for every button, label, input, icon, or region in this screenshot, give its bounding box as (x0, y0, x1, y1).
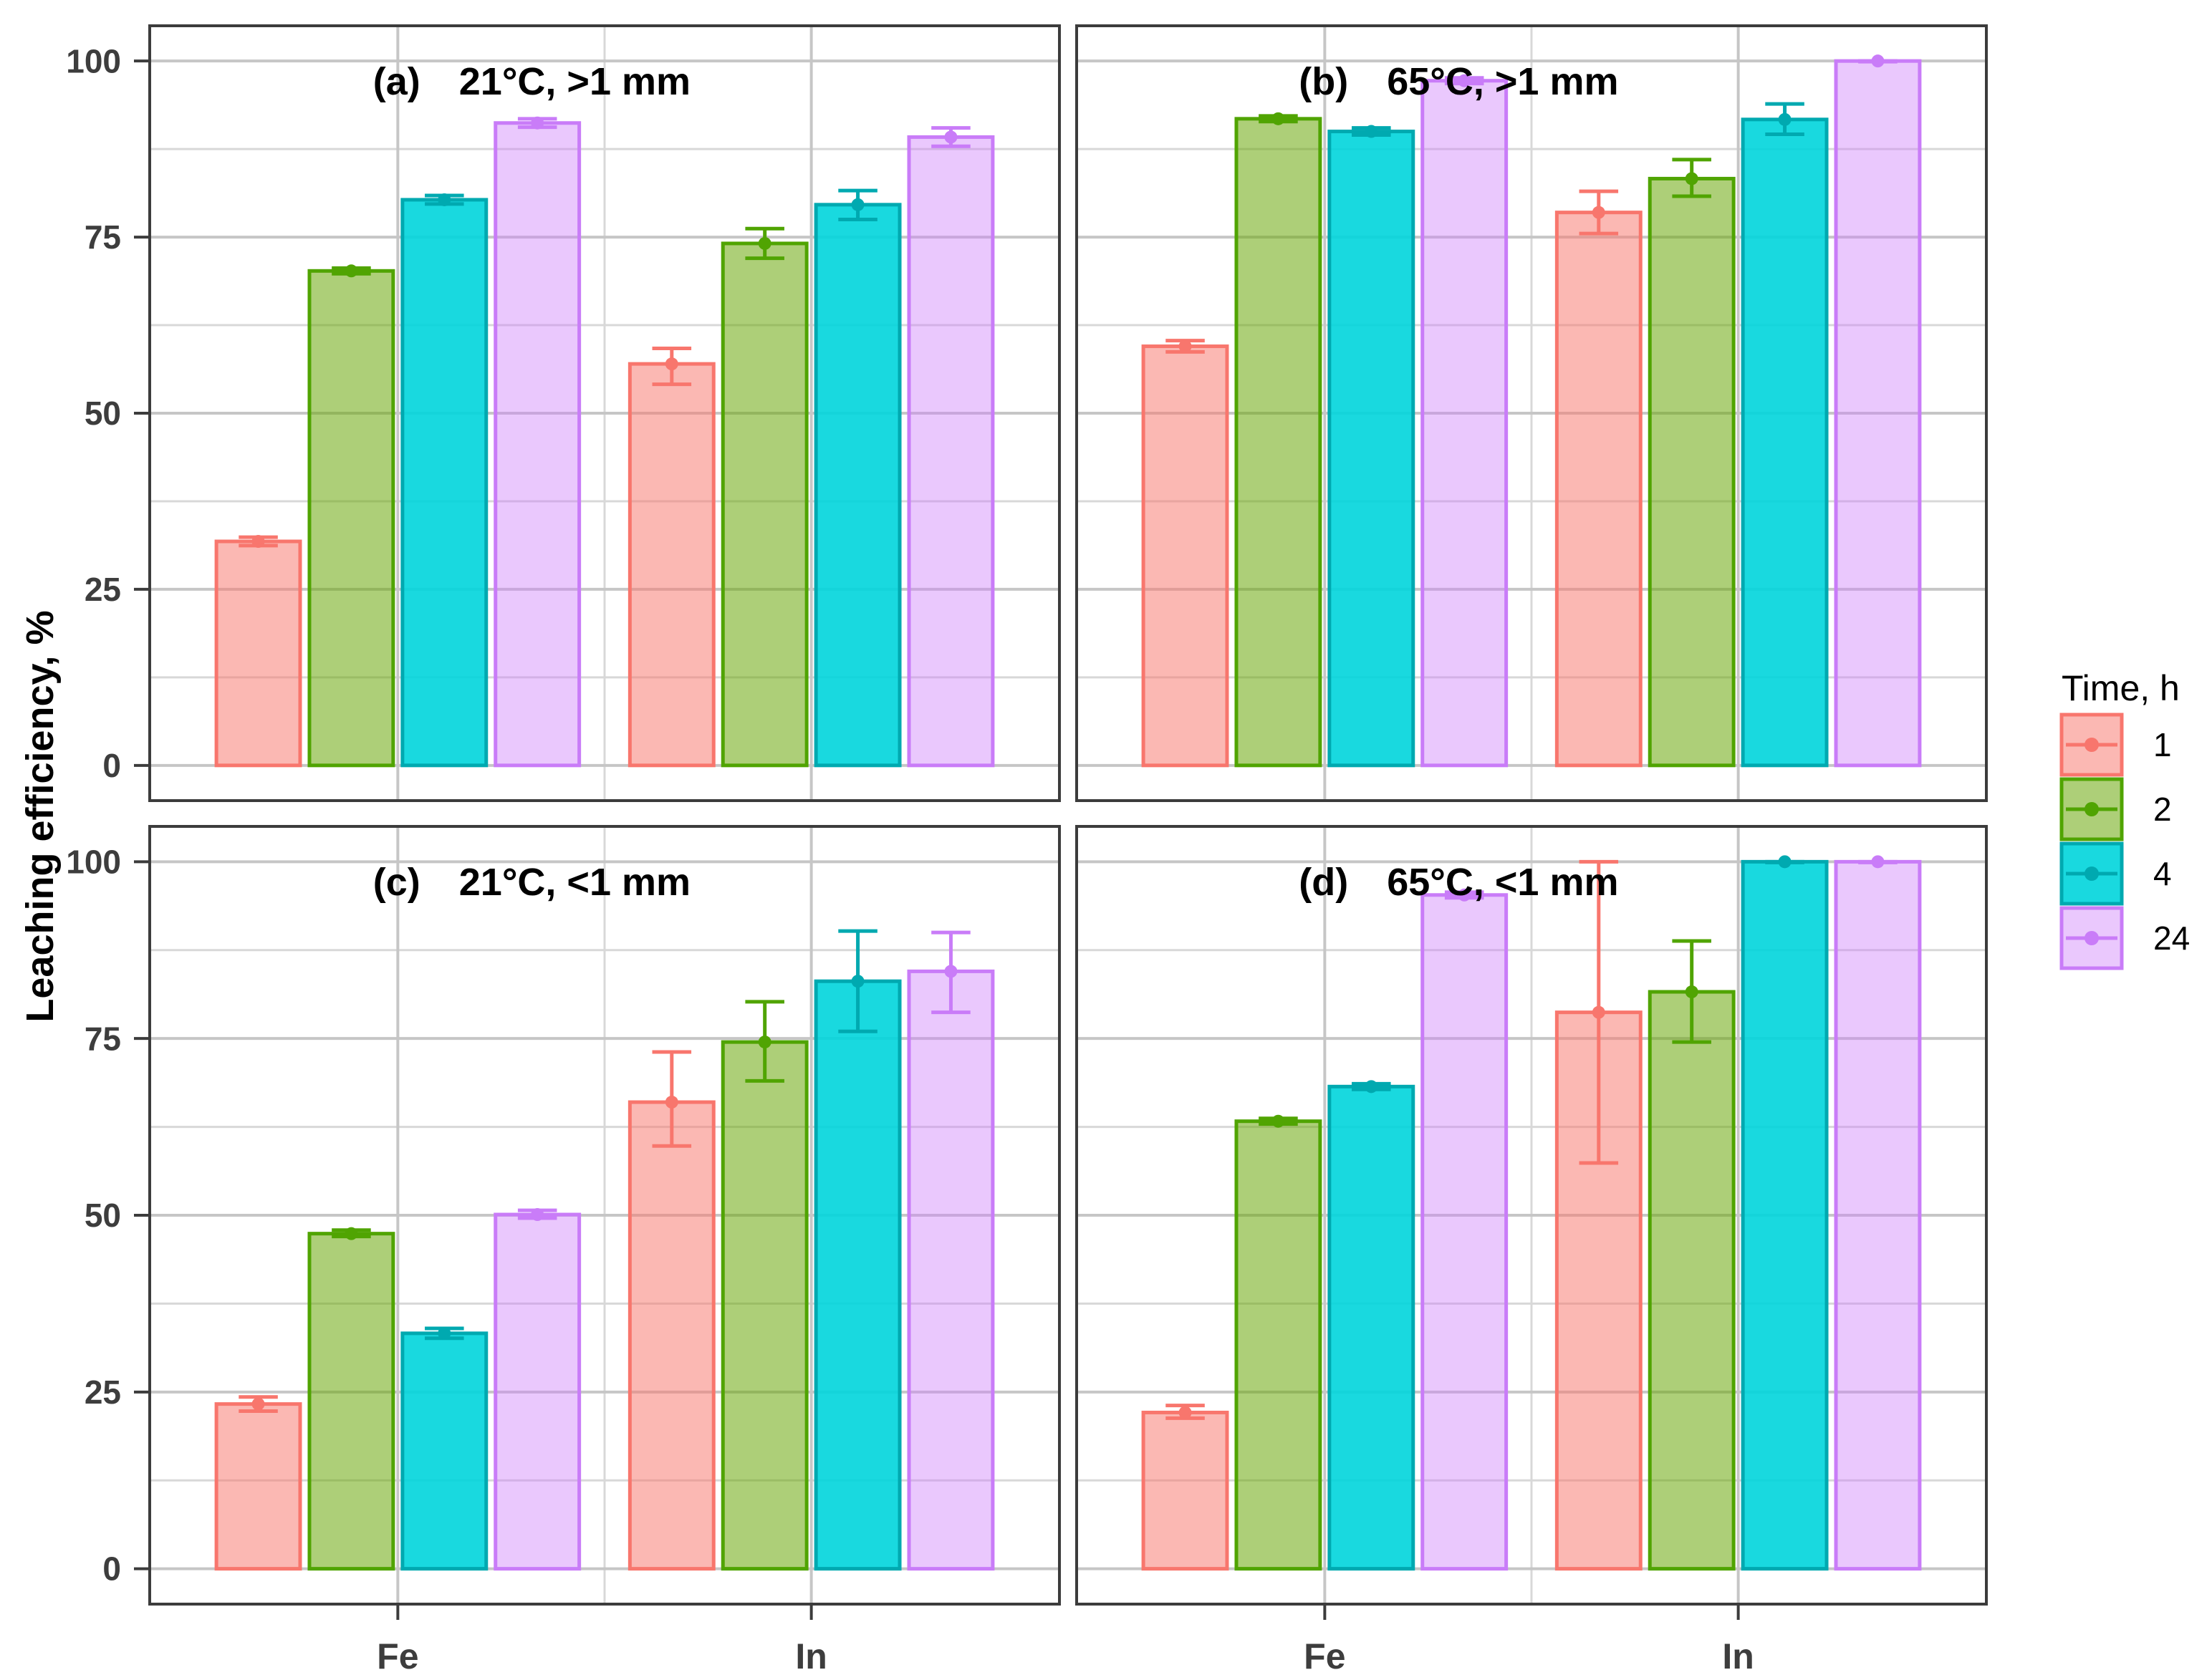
mean-point (1592, 206, 1605, 219)
legend-key-point (2084, 738, 2099, 752)
mean-point (758, 1036, 771, 1049)
y-tick-label: 100 (66, 42, 121, 79)
bar-In-24h (1834, 859, 1922, 1571)
x-tick-label-fe: Fe (1304, 1636, 1345, 1675)
legend-label-1h: 1 (2153, 726, 2172, 763)
y-tick-label: 0 (102, 747, 121, 784)
legend-label-2h: 2 (2153, 791, 2172, 828)
x-tick-label-fe: Fe (377, 1636, 418, 1675)
bar-In-1h (627, 1100, 716, 1571)
mean-point (531, 116, 544, 130)
mean-point (665, 1096, 678, 1109)
mean-point (531, 1208, 544, 1222)
y-tick-label: 0 (102, 1550, 121, 1588)
x-tick-label-in: In (795, 1636, 827, 1675)
mean-point (345, 1227, 358, 1240)
legend-label-4h: 4 (2153, 855, 2172, 892)
y-tick-label: 75 (85, 1020, 121, 1057)
y-tick-label: 50 (85, 1197, 121, 1234)
legend-title: Time, h (2062, 668, 2180, 708)
mean-point (944, 965, 958, 978)
bar-Fe-4h (400, 198, 489, 768)
mean-point (851, 198, 865, 211)
bar-Fe-1h (1141, 1410, 1229, 1571)
bar-In-2h (721, 241, 809, 768)
bar-Fe-24h (1420, 79, 1509, 768)
bar-In-24h (907, 969, 995, 1571)
panel-border-d (1075, 825, 1988, 1606)
mean-point (438, 1326, 451, 1340)
bar-Fe-1h (1141, 344, 1229, 768)
bar-Fe-2h (307, 1232, 395, 1571)
bar-In-2h (1648, 176, 1736, 768)
mean-point (758, 236, 771, 250)
mean-point (1365, 125, 1378, 138)
bar-Fe-4h (400, 1331, 489, 1571)
mean-point (1778, 112, 1792, 126)
bar-In-4h (1741, 117, 1829, 768)
bar-Fe-1h (214, 539, 302, 768)
mean-point (1458, 888, 1471, 902)
y-tick-label: 75 (85, 218, 121, 256)
mean-point (1592, 1005, 1605, 1019)
panel-title-c: (c) 21°C, <1 mm (373, 861, 691, 904)
bar-Fe-24h (494, 121, 582, 768)
bar-Fe-24h (494, 1212, 582, 1571)
mean-point (251, 1397, 265, 1411)
bar-In-24h (1834, 59, 1922, 768)
bar-In-4h (814, 203, 902, 768)
bar-In-2h (721, 1040, 809, 1571)
mean-point (1458, 74, 1471, 87)
mean-point (1178, 1406, 1192, 1419)
bar-Fe-4h (1327, 130, 1415, 768)
mean-point (251, 535, 265, 549)
bar-In-2h (1648, 990, 1736, 1571)
legend-key-point (2084, 931, 2099, 945)
legend-key-point (2084, 867, 2099, 881)
mean-point (851, 975, 865, 988)
mean-point (1365, 1080, 1378, 1094)
panel-title-b: (b) 65°C, >1 mm (1299, 60, 1618, 103)
mean-point (1271, 1114, 1285, 1128)
mean-point (1271, 112, 1285, 125)
mean-point (665, 357, 678, 371)
mean-point (1685, 172, 1698, 185)
mean-point (1871, 54, 1885, 68)
bar-In-1h (627, 362, 716, 768)
mean-point (438, 193, 451, 206)
bar-Fe-24h (1420, 893, 1509, 1571)
bar-Fe-1h (214, 1402, 302, 1571)
panel-title-a: (a) 21°C, >1 mm (373, 60, 691, 103)
mean-point (1178, 339, 1192, 353)
y-tick-label: 50 (85, 395, 121, 432)
y-axis-title: Leaching efficiency, % (19, 610, 62, 1023)
bar-In-4h (1741, 859, 1829, 1571)
panel-title-d: (d) 65°C, <1 mm (1299, 861, 1618, 904)
mean-point (1871, 855, 1885, 869)
x-tick-label-in: In (1722, 1636, 1754, 1675)
mean-point (1778, 855, 1792, 869)
bar-In-4h (814, 979, 902, 1571)
y-tick-label: 25 (85, 1374, 121, 1411)
bar-In-24h (907, 135, 995, 768)
bar-Fe-2h (307, 269, 395, 768)
panel-border-b (1075, 24, 1988, 802)
bar-Fe-4h (1327, 1084, 1415, 1571)
mean-point (944, 130, 958, 144)
mean-point (1685, 985, 1698, 999)
y-tick-label: 25 (85, 571, 121, 608)
legend-label-24h: 24 (2153, 919, 2190, 957)
bar-Fe-2h (1234, 1119, 1322, 1571)
bar-In-1h (1554, 211, 1643, 768)
y-tick-label: 100 (66, 843, 121, 880)
legend-key-point (2084, 802, 2099, 816)
mean-point (345, 264, 358, 278)
bar-Fe-2h (1234, 117, 1322, 768)
